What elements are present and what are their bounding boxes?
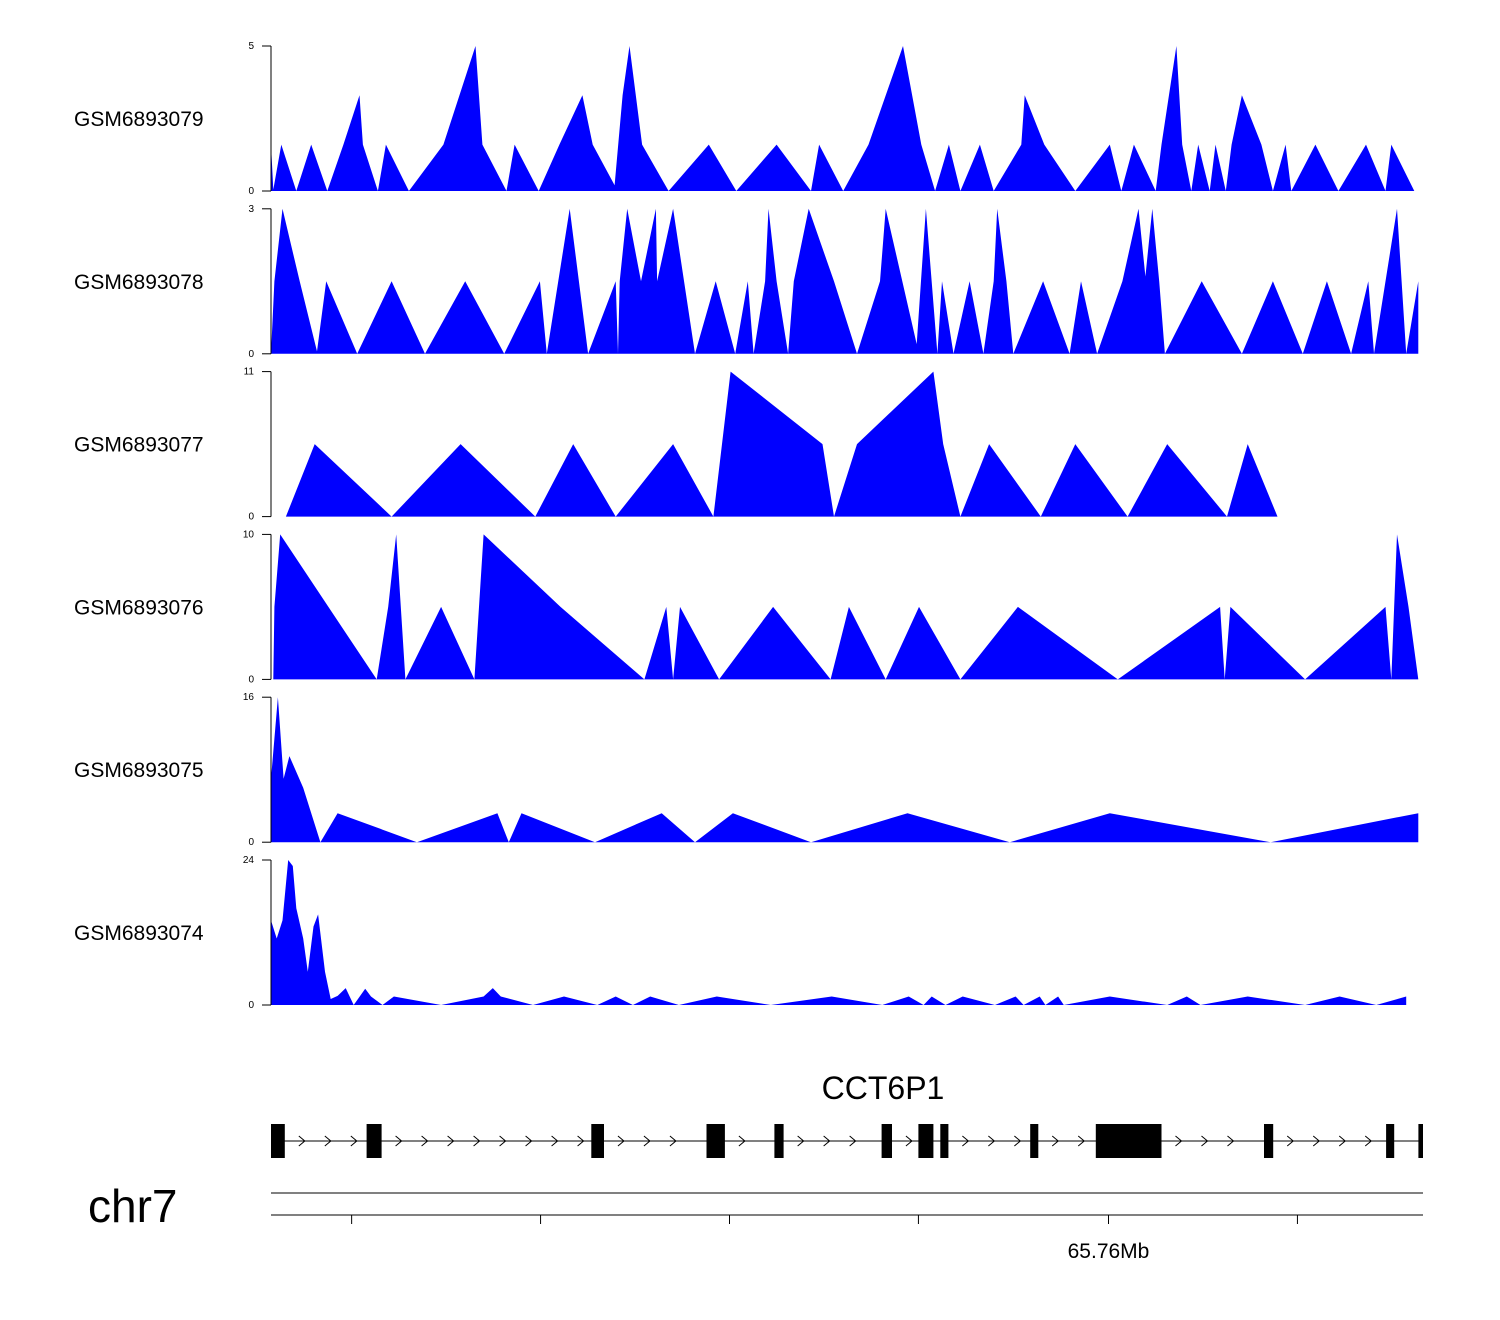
- exon: [1386, 1124, 1395, 1158]
- y-tick-label-max: 3: [248, 204, 254, 215]
- exon: [366, 1124, 382, 1158]
- y-tick-label-min: 0: [248, 1000, 254, 1011]
- track-GSM6893076: 10 0 GSM6893076: [74, 529, 1419, 685]
- strand-arrow: [1312, 1135, 1321, 1147]
- exon: [940, 1124, 949, 1158]
- y-tick-label-min: 0: [248, 186, 254, 197]
- strand-arrow: [962, 1135, 970, 1147]
- track-label: GSM6893079: [74, 108, 204, 131]
- strand-arrow: [1175, 1135, 1183, 1147]
- exon: [774, 1124, 784, 1158]
- y-tick-label-max: 16: [243, 692, 255, 703]
- exon: [918, 1124, 934, 1158]
- strand-arrow: [447, 1135, 455, 1147]
- track-GSM6893074: 24 0 GSM6893074: [74, 855, 1407, 1011]
- strand-arrow: [350, 1135, 358, 1147]
- axis-ticks: 65.76Mb: [351, 1215, 1298, 1263]
- strand-arrow: [551, 1135, 559, 1147]
- strand-arrow: [643, 1135, 651, 1147]
- strand-arrow: [1286, 1135, 1295, 1147]
- signal-area: [273, 534, 1419, 680]
- track-GSM6893078: 3 0 GSM6893078: [74, 204, 1419, 360]
- track-label: GSM6893075: [74, 759, 204, 782]
- y-tick-label-min: 0: [248, 512, 254, 523]
- strand-arrow: [1077, 1135, 1086, 1147]
- strand-arrow: [669, 1135, 677, 1147]
- strand-arrow: [395, 1135, 403, 1147]
- strand-arrow: [1364, 1135, 1373, 1147]
- exon: [706, 1124, 725, 1158]
- strand-arrow: [988, 1135, 996, 1147]
- gene-model: [271, 1124, 1423, 1158]
- strand-arrow: [525, 1135, 533, 1147]
- strand-arrow: [617, 1135, 625, 1147]
- exon: [1418, 1124, 1423, 1158]
- signal-area: [285, 371, 1329, 517]
- y-tick-label-max: 10: [243, 529, 255, 540]
- y-tick-label-min: 0: [248, 674, 254, 685]
- signal-area: [271, 46, 1415, 191]
- strand-arrow: [823, 1135, 831, 1147]
- strand-arrow: [849, 1135, 857, 1147]
- track-GSM6893077: 11 0 GSM6893077: [74, 367, 1329, 523]
- strand-arrow: [1201, 1135, 1209, 1147]
- genome-axis: chr7 65.76Mb: [88, 1180, 1423, 1263]
- signal-area: [271, 860, 1407, 1005]
- strand-arrow: [738, 1135, 746, 1147]
- y-tick-label-max: 11: [244, 367, 255, 378]
- y-tick-label-min: 0: [248, 349, 254, 360]
- y-tick-label-max: 24: [243, 855, 255, 866]
- y-tick-label-max: 5: [248, 41, 254, 52]
- track-GSM6893079: 5 0 GSM6893079: [74, 41, 1415, 197]
- exon: [271, 1124, 285, 1158]
- signal-area: [271, 208, 1419, 354]
- strand-arrow: [577, 1135, 585, 1147]
- y-tick-label-min: 0: [248, 837, 254, 848]
- exon: [1264, 1124, 1274, 1158]
- exon: [1030, 1124, 1039, 1158]
- exon: [591, 1124, 604, 1158]
- gene-track: CCT6P1: [271, 1070, 1423, 1158]
- gene-name: CCT6P1: [822, 1070, 945, 1106]
- signal-area: [271, 697, 1419, 843]
- strand-arrow: [905, 1135, 913, 1147]
- exon: [1095, 1124, 1162, 1158]
- chromosome-label: chr7: [88, 1180, 177, 1232]
- strand-arrow: [298, 1135, 306, 1147]
- track-label: GSM6893077: [74, 434, 204, 457]
- strand-arrow: [1014, 1135, 1022, 1147]
- track-label: GSM6893078: [74, 271, 204, 294]
- strand-arrow: [499, 1135, 507, 1147]
- strand-arrow: [1051, 1135, 1060, 1147]
- strand-arrow: [421, 1135, 429, 1147]
- track-label: GSM6893074: [74, 922, 204, 945]
- strand-arrow: [1227, 1135, 1235, 1147]
- strand-arrow: [473, 1135, 481, 1147]
- track-label: GSM6893076: [74, 596, 204, 619]
- axis-tick-label: 65.76Mb: [1068, 1240, 1150, 1263]
- track-GSM6893075: 16 0 GSM6893075: [74, 692, 1419, 848]
- exon: [881, 1124, 892, 1158]
- strand-arrow: [324, 1135, 332, 1147]
- coverage-tracks: 5 0 GSM6893079 3 0 GSM6893078 11 0 GSM6893077 10 0…: [74, 41, 1419, 1011]
- strand-arrow: [1338, 1135, 1347, 1147]
- strand-arrow: [797, 1135, 805, 1147]
